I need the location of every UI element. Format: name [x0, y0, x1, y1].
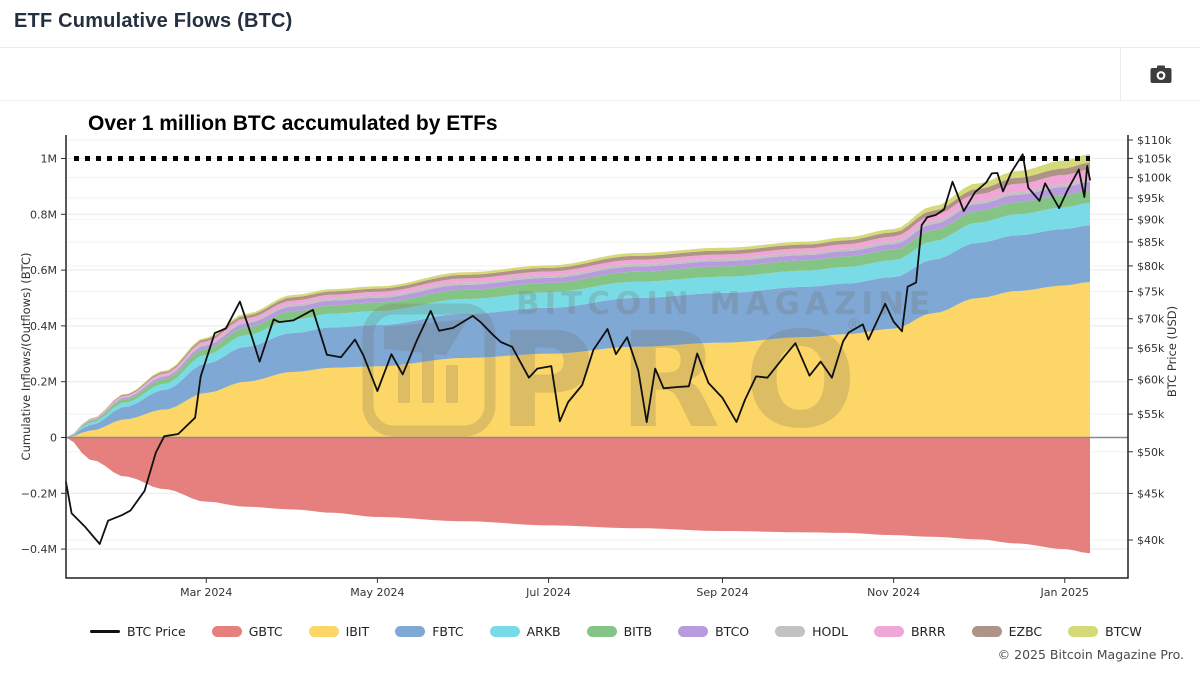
- right-axis-tick: $80k: [1137, 260, 1165, 273]
- right-axis-tick: $95k: [1137, 192, 1165, 205]
- chart-card: BITCOIN MAGAZINE PRO ® 1M 0.8M 0.6M 0.4M 0.2…: [0, 101, 1200, 675]
- legend-item-brrr[interactable]: BRRR: [873, 624, 946, 639]
- area-ibit: [66, 282, 1090, 438]
- watermark: BITCOIN MAGAZINE PRO ®: [362, 286, 935, 458]
- area-fbtc: [66, 225, 1090, 438]
- legend-item-btc-price[interactable]: BTC Price: [90, 624, 186, 639]
- area-btco: [66, 181, 1090, 438]
- legend-item-ibit[interactable]: IBIT: [308, 624, 370, 639]
- x-axis-tick: Nov 2024: [867, 586, 920, 599]
- legend-swatch: [1068, 626, 1099, 637]
- watermark-registered-mark: ®: [846, 315, 862, 334]
- legend-swatch: [489, 626, 520, 637]
- right-axis-tick: $55k: [1137, 408, 1165, 421]
- right-axis-tick: $50k: [1137, 446, 1165, 459]
- left-axis-tick: 0.4M: [30, 320, 57, 333]
- legend-label: BITB: [623, 624, 653, 639]
- legend-swatch: [308, 626, 339, 637]
- right-axis-tick: $100k: [1137, 172, 1172, 185]
- copyright: © 2025 Bitcoin Magazine Pro.: [997, 647, 1184, 662]
- legend-swatch: [395, 626, 426, 637]
- legend-item-arkb[interactable]: ARKB: [489, 624, 561, 639]
- right-axis-tick: $85k: [1137, 236, 1165, 249]
- x-axis-tick: Jul 2024: [525, 586, 571, 599]
- app-header: ETF Cumulative Flows (BTC): [0, 0, 1200, 48]
- legend-label: BTC Price: [127, 624, 186, 639]
- area-arkb: [66, 202, 1090, 438]
- legend-item-ezbc[interactable]: EZBC: [971, 624, 1043, 639]
- left-axis-tick: 0.6M: [30, 264, 57, 277]
- left-axis-tick: 1M: [41, 153, 58, 166]
- legend-item-gbtc[interactable]: GBTC: [211, 624, 283, 639]
- watermark-text-line1: BITCOIN MAGAZINE: [516, 286, 935, 322]
- legend-label: ARKB: [526, 624, 561, 639]
- legend-label: BTCW: [1105, 624, 1142, 639]
- legend-swatch: [211, 626, 242, 637]
- legend-label: FBTC: [432, 624, 464, 639]
- x-axis-tick: Mar 2024: [180, 586, 232, 599]
- legend-label: BRRR: [910, 624, 946, 639]
- left-axis-tick: 0.2M: [30, 376, 57, 389]
- btc-price-line: [65, 153, 1091, 545]
- x-axis-tick: Jan 2025: [1040, 586, 1089, 599]
- toolbar-screenshot-section: [1120, 48, 1200, 101]
- right-axis-tick: $70k: [1137, 313, 1165, 326]
- legend-item-btco[interactable]: BTCO: [678, 624, 749, 639]
- stacked-areas: [66, 154, 1090, 554]
- right-axis-tick: $45k: [1137, 487, 1165, 500]
- legend-label: HODL: [812, 624, 848, 639]
- left-axis-tick: −0.2M: [21, 487, 57, 500]
- legend-label: BTCO: [715, 624, 750, 639]
- left-axis-title: Cumulative Inflows/(Outflows) (BTC): [19, 253, 33, 461]
- toolbar: [0, 48, 1200, 101]
- legend-label: EZBC: [1008, 624, 1043, 639]
- area-brrr: [66, 169, 1090, 438]
- right-axis-tick: $90k: [1137, 213, 1165, 226]
- area-gbtc: [66, 437, 1090, 554]
- legend-label: IBIT: [345, 624, 370, 639]
- legend-swatch: [873, 626, 904, 637]
- screenshot-button[interactable]: [1143, 60, 1179, 90]
- left-axis-tick: −0.4M: [21, 543, 57, 556]
- legend-item-hodl[interactable]: HODL: [775, 624, 848, 639]
- axes: 1M 0.8M 0.6M 0.4M 0.2M 0 −0.2M −0.4M $110k $105k $…: [19, 134, 1179, 599]
- legend-swatch: [90, 630, 120, 633]
- right-axis-tick: $65k: [1137, 342, 1165, 355]
- x-axis-tick: May 2024: [350, 586, 404, 599]
- watermark-text-line2: PRO: [498, 304, 881, 458]
- area-bitb: [66, 190, 1090, 438]
- legend: BTC Price GBTC IBIT FBTC ARKB BITB BTCO HODL BRR…: [90, 624, 1142, 639]
- legend-swatch: [971, 626, 1002, 637]
- right-axis-tick: $110k: [1137, 134, 1172, 147]
- x-axis-tick: Sep 2024: [696, 586, 748, 599]
- right-axis-tick: $40k: [1137, 534, 1165, 547]
- legend-item-btcw[interactable]: BTCW: [1068, 624, 1142, 639]
- legend-swatch: [678, 626, 709, 637]
- legend-item-fbtc[interactable]: FBTC: [395, 624, 464, 639]
- right-axis-title: BTC Price (USD): [1165, 306, 1179, 397]
- left-axis-tick: 0: [50, 432, 57, 445]
- area-ezbc: [66, 162, 1090, 438]
- area-btcw: [66, 154, 1090, 438]
- right-axis-tick: $60k: [1137, 374, 1165, 387]
- camera-icon: [1150, 65, 1171, 83]
- right-axis-tick: $75k: [1137, 285, 1165, 298]
- watermark-logo: [362, 303, 496, 437]
- left-axis-tick: 0.8M: [30, 208, 57, 221]
- right-axis-tick: $105k: [1137, 152, 1172, 165]
- chart-title: Over 1 million BTC accumulated by ETFs: [88, 112, 498, 135]
- legend-swatch: [586, 626, 617, 637]
- legend-swatch: [775, 626, 806, 637]
- page-title: ETF Cumulative Flows (BTC): [14, 10, 293, 32]
- legend-label: GBTC: [248, 624, 283, 639]
- legend-item-bitb[interactable]: BITB: [586, 624, 653, 639]
